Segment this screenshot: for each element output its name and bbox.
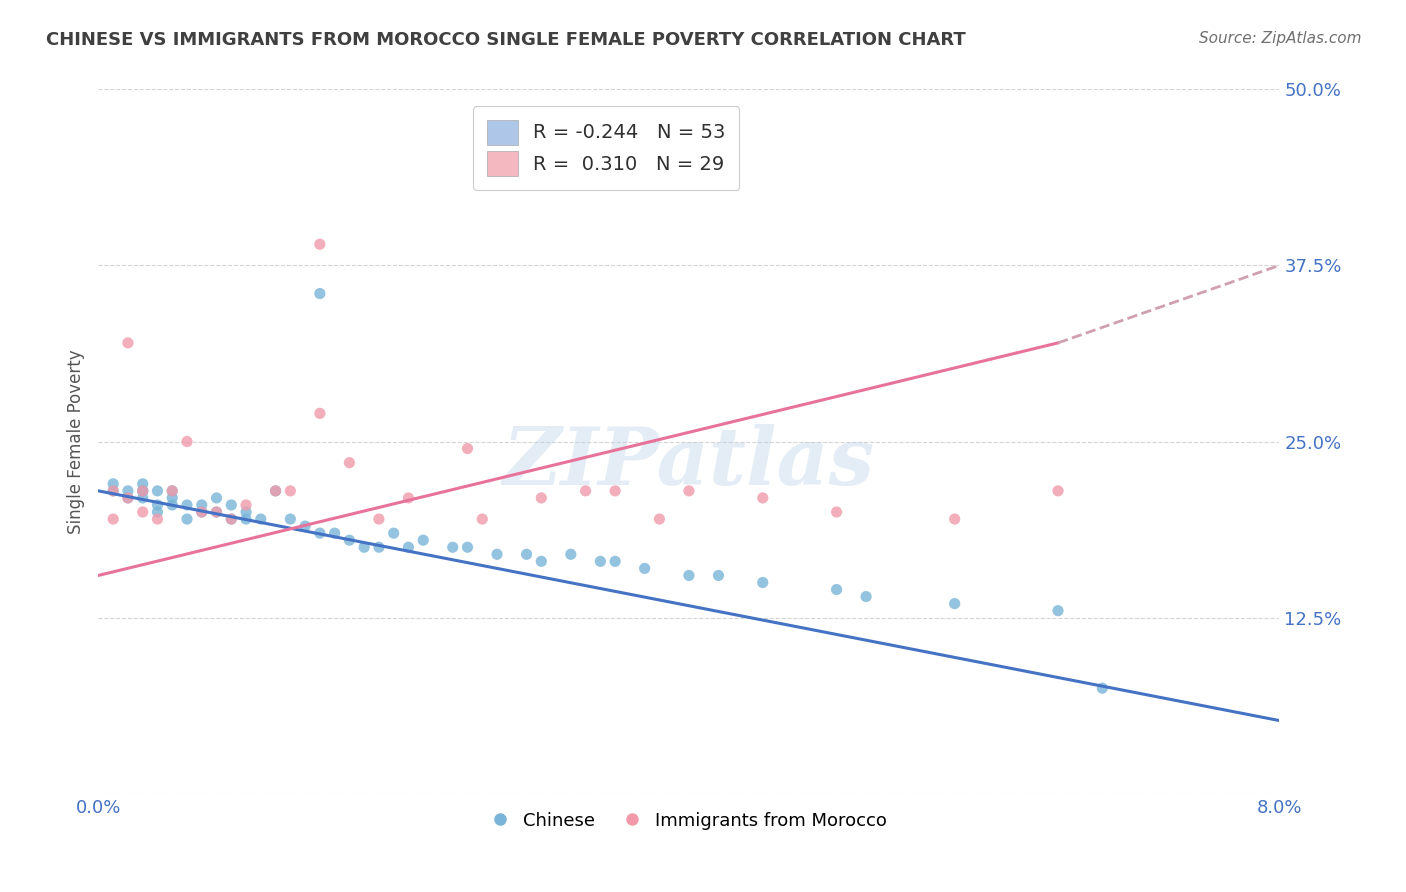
Point xyxy=(309,237,332,252)
Point xyxy=(530,554,553,568)
Point xyxy=(678,568,700,582)
Point xyxy=(1046,483,1070,498)
Point xyxy=(825,505,848,519)
Point xyxy=(471,512,494,526)
Point xyxy=(339,456,361,470)
Point xyxy=(280,483,302,498)
Point xyxy=(191,498,214,512)
Y-axis label: Single Female Poverty: Single Female Poverty xyxy=(66,350,84,533)
Legend: Chinese, Immigrants from Morocco: Chinese, Immigrants from Morocco xyxy=(484,805,894,838)
Point xyxy=(146,512,169,526)
Point xyxy=(264,483,287,498)
Point xyxy=(323,526,346,541)
Point xyxy=(221,512,243,526)
Point xyxy=(132,483,155,498)
Point xyxy=(634,561,657,575)
Point xyxy=(353,541,375,555)
Point xyxy=(235,505,257,519)
Point xyxy=(943,512,966,526)
Point xyxy=(132,483,155,498)
Point xyxy=(530,491,553,505)
Point xyxy=(191,505,214,519)
Point xyxy=(132,483,155,498)
Point xyxy=(589,554,612,568)
Point xyxy=(516,547,538,561)
Point xyxy=(368,541,391,555)
Point xyxy=(117,491,139,505)
Point xyxy=(398,491,420,505)
Point xyxy=(605,483,627,498)
Point xyxy=(1046,604,1070,618)
Point xyxy=(146,505,169,519)
Point xyxy=(162,483,183,498)
Point xyxy=(117,483,139,498)
Point xyxy=(752,575,775,590)
Text: ZIPatlas: ZIPatlas xyxy=(503,424,875,501)
Point xyxy=(103,476,125,491)
Point xyxy=(707,568,730,582)
Point xyxy=(264,483,287,498)
Point xyxy=(162,483,183,498)
Point xyxy=(117,491,139,505)
Point xyxy=(205,505,228,519)
Point xyxy=(441,541,464,555)
Point xyxy=(132,505,155,519)
Text: Source: ZipAtlas.com: Source: ZipAtlas.com xyxy=(1198,31,1361,46)
Point xyxy=(146,498,169,512)
Point xyxy=(382,526,405,541)
Point xyxy=(176,512,198,526)
Point xyxy=(191,505,214,519)
Point xyxy=(412,533,434,548)
Point xyxy=(162,498,183,512)
Point xyxy=(398,541,420,555)
Point xyxy=(943,597,966,611)
Point xyxy=(103,483,125,498)
Point xyxy=(221,498,243,512)
Point xyxy=(560,547,582,561)
Point xyxy=(294,519,316,533)
Point xyxy=(280,512,302,526)
Point xyxy=(309,286,332,301)
Point xyxy=(457,541,479,555)
Point xyxy=(146,483,169,498)
Point xyxy=(457,442,479,456)
Point xyxy=(205,505,228,519)
Point xyxy=(176,498,198,512)
Point xyxy=(250,512,273,526)
Point xyxy=(678,483,700,498)
Point xyxy=(103,512,125,526)
Point xyxy=(235,498,257,512)
Text: CHINESE VS IMMIGRANTS FROM MOROCCO SINGLE FEMALE POVERTY CORRELATION CHART: CHINESE VS IMMIGRANTS FROM MOROCCO SINGL… xyxy=(46,31,966,49)
Point xyxy=(855,590,877,604)
Point xyxy=(132,491,155,505)
Point xyxy=(486,547,509,561)
Point xyxy=(752,491,775,505)
Point xyxy=(648,512,671,526)
Point xyxy=(309,406,332,420)
Point xyxy=(205,491,228,505)
Point xyxy=(176,434,198,449)
Point xyxy=(368,512,391,526)
Point xyxy=(1091,681,1114,696)
Point xyxy=(103,483,125,498)
Point xyxy=(235,512,257,526)
Point xyxy=(339,533,361,548)
Point xyxy=(162,491,183,505)
Point xyxy=(605,554,627,568)
Point xyxy=(117,335,139,350)
Point xyxy=(648,174,671,188)
Point xyxy=(309,526,332,541)
Point xyxy=(132,476,155,491)
Point xyxy=(825,582,848,597)
Point xyxy=(575,483,598,498)
Point xyxy=(221,512,243,526)
